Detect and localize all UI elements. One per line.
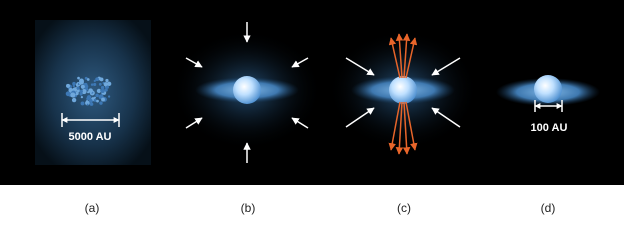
clump-dot: [88, 88, 93, 94]
clump-dot: [80, 95, 84, 99]
clump-dot: [71, 97, 77, 103]
panel-label: (a): [85, 201, 100, 215]
page: 5000 AU: [0, 0, 624, 215]
clump-dot: [86, 103, 89, 106]
clump-dot: [93, 82, 97, 87]
clump-dot: [93, 98, 97, 102]
clump-dot: [80, 101, 85, 106]
clump-dot: [99, 77, 104, 82]
clump-dot: [70, 92, 76, 98]
clump-dot: [77, 76, 80, 80]
clump-dot: [107, 95, 111, 98]
clump-dot: [72, 84, 75, 88]
clump-dot: [98, 82, 102, 86]
figure: 5000 AU: [0, 0, 624, 215]
clump-dot: [80, 84, 85, 89]
clump-dot: [85, 100, 89, 103]
infall-arrows: [185, 22, 309, 163]
clump-dot: [75, 83, 79, 87]
clump-dot: [76, 89, 81, 93]
cloud-clump: [65, 76, 112, 106]
clump-dot: [84, 76, 88, 80]
panel-a: 5000 AU: [35, 20, 151, 165]
clump-dot: [105, 78, 109, 83]
clump-dot: [100, 89, 103, 92]
scale-label: 5000 AU: [68, 131, 111, 143]
panel-label: (b): [241, 201, 256, 215]
clump-dot: [95, 77, 99, 82]
panel-label: (c): [397, 201, 411, 215]
infall-arrows: [345, 57, 461, 128]
clump-dot: [75, 91, 79, 96]
panel-c: [328, 30, 478, 155]
clump-dot: [81, 88, 87, 95]
clump-dot: [86, 97, 90, 101]
clump-dot: [78, 81, 82, 85]
protostar: [534, 75, 562, 103]
clump-dot: [96, 99, 99, 103]
clump-dot: [88, 98, 93, 103]
clump-dot: [105, 85, 109, 89]
protostar: [389, 76, 417, 104]
clump-dot: [104, 88, 108, 92]
clump-dot: [86, 78, 90, 81]
panel-d: 100 AU: [496, 75, 600, 134]
clump-dot: [103, 82, 109, 87]
jet-arrows: [388, 33, 418, 155]
clump-dot: [99, 101, 103, 105]
clump-dot: [95, 93, 99, 98]
clump-dot: [89, 102, 94, 106]
clump-dot: [76, 86, 80, 90]
clump-dot: [72, 81, 76, 86]
clump-dot: [93, 96, 96, 99]
clump-dot: [100, 85, 105, 90]
clump-dot: [101, 97, 105, 102]
scale-label: 100 AU: [531, 122, 568, 134]
protostar: [233, 76, 261, 104]
clump-dot: [90, 83, 94, 86]
panel-label: (d): [541, 201, 556, 215]
clump-dot: [93, 79, 96, 83]
panel-b: [172, 22, 322, 163]
clump-dot: [96, 88, 102, 94]
clump-dot: [79, 92, 83, 96]
clump-dot: [66, 83, 71, 88]
clump-dot: [79, 89, 83, 94]
